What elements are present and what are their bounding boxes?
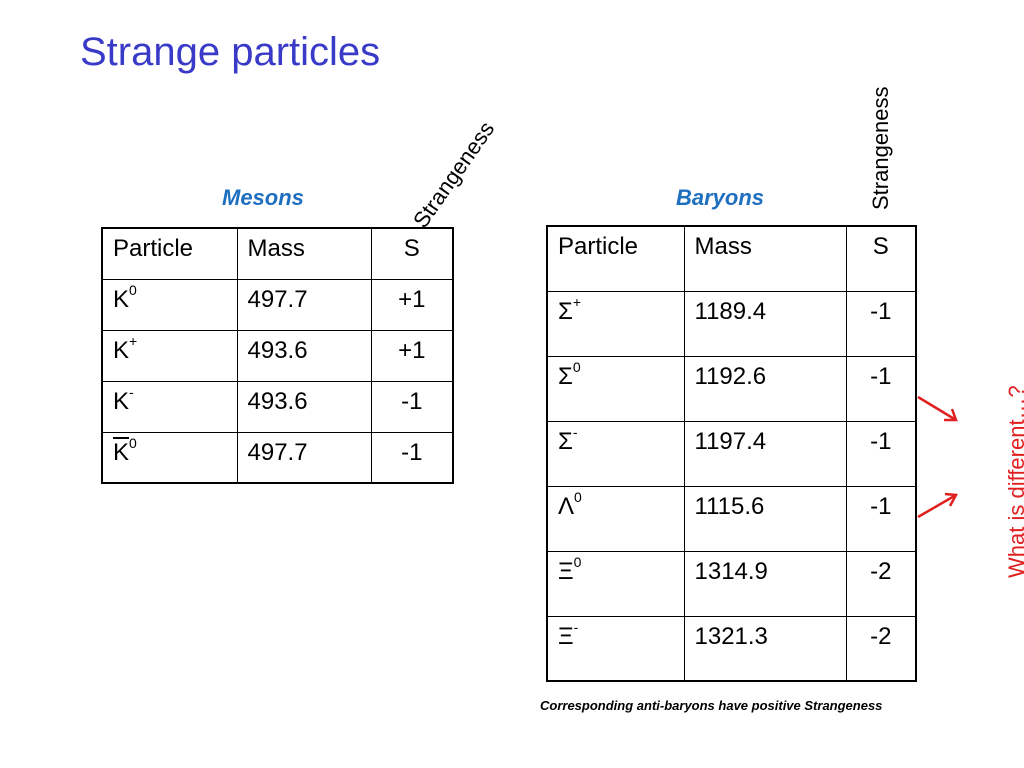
particle-cell: Λ0 <box>546 485 685 552</box>
particle-cell: Σ+ <box>546 290 685 357</box>
mass-cell: 1192.6 <box>683 355 847 422</box>
arrow-lower-icon <box>917 493 957 519</box>
particle-cell: K- <box>101 380 238 433</box>
particle-symbol: K <box>113 438 130 466</box>
strangeness-cell: +1 <box>370 329 454 382</box>
particle-symbol: Σ <box>558 362 573 390</box>
column-header-mass: Mass <box>236 227 372 280</box>
particle-symbol: Ξ <box>558 557 574 585</box>
particle-symbol: K <box>113 285 130 313</box>
footnote: Corresponding anti-baryons have positive… <box>540 698 883 713</box>
slide-title: Strange particles <box>80 30 381 74</box>
mass-cell: 1321.3 <box>683 615 847 682</box>
table-header-row: Particle Mass S <box>546 225 917 292</box>
mass-cell: 497.7 <box>236 278 372 331</box>
particle-symbol: K <box>113 387 130 415</box>
particle-symbol: Ξ <box>558 622 574 650</box>
table-row: Ξ- 1321.3 -2 <box>546 615 917 682</box>
mass-cell: 1189.4 <box>683 290 847 357</box>
table-row: K+ 493.6 +1 <box>101 329 454 382</box>
mass-cell: 1115.6 <box>683 485 847 552</box>
mass-cell: 1314.9 <box>683 550 847 617</box>
table-row: Λ0 1115.6 -1 <box>546 485 917 552</box>
particle-symbol: Σ <box>558 297 573 325</box>
baryons-table: Particle Mass S Σ+ 1189.4 -1 Σ0 1192.6 -1 Σ- 11… <box>546 225 917 682</box>
particle-charge: - <box>572 423 578 440</box>
particle-charge: + <box>129 332 138 349</box>
particle-symbol: Σ <box>558 427 573 455</box>
strangeness-cell: -1 <box>845 485 917 552</box>
table-row: K0 497.7 -1 <box>101 431 454 484</box>
particle-charge: 0 <box>574 488 582 505</box>
table-row: Σ0 1192.6 -1 <box>546 355 917 422</box>
particle-charge: + <box>572 293 582 310</box>
table-row: Σ+ 1189.4 -1 <box>546 290 917 357</box>
side-question: What is different…? <box>1004 385 1024 578</box>
mass-cell: 497.7 <box>236 431 372 484</box>
particle-cell: K0 <box>101 431 238 484</box>
particle-charge: 0 <box>129 281 137 298</box>
strangeness-cell: -1 <box>370 431 454 484</box>
particle-symbol: K <box>113 336 130 364</box>
particle-charge: - <box>129 383 134 400</box>
mesons-label: Mesons <box>222 185 304 210</box>
column-header-mass: Mass <box>683 225 847 292</box>
particle-charge: - <box>573 618 579 635</box>
strangeness-cell: -1 <box>845 290 917 357</box>
particle-charge: 0 <box>573 553 582 570</box>
particle-cell: K+ <box>101 329 238 382</box>
particle-cell: Ξ- <box>546 615 685 682</box>
column-header-particle: Particle <box>101 227 238 280</box>
arrow-upper-icon <box>917 395 957 422</box>
mesons-table: Particle Mass S K0 497.7 +1 K+ 493.6 +1 K- 493.… <box>101 227 454 484</box>
particle-symbol: Λ <box>558 492 575 520</box>
table-row: Σ- 1197.4 -1 <box>546 420 917 487</box>
column-header-particle: Particle <box>546 225 685 292</box>
strangeness-cell: -1 <box>845 420 917 487</box>
strangeness-cell: -1 <box>370 380 454 433</box>
strangeness-cell: +1 <box>370 278 454 331</box>
particle-charge: 0 <box>129 434 137 451</box>
strangeness-cell: -2 <box>845 615 917 682</box>
mass-cell: 493.6 <box>236 380 372 433</box>
particle-charge: 0 <box>572 358 581 375</box>
baryons-label: Baryons <box>676 185 765 210</box>
table-row: Ξ0 1314.9 -2 <box>546 550 917 617</box>
strangeness-cell: -2 <box>845 550 917 617</box>
mass-cell: 1197.4 <box>683 420 847 487</box>
table-row: K- 493.6 -1 <box>101 380 454 433</box>
